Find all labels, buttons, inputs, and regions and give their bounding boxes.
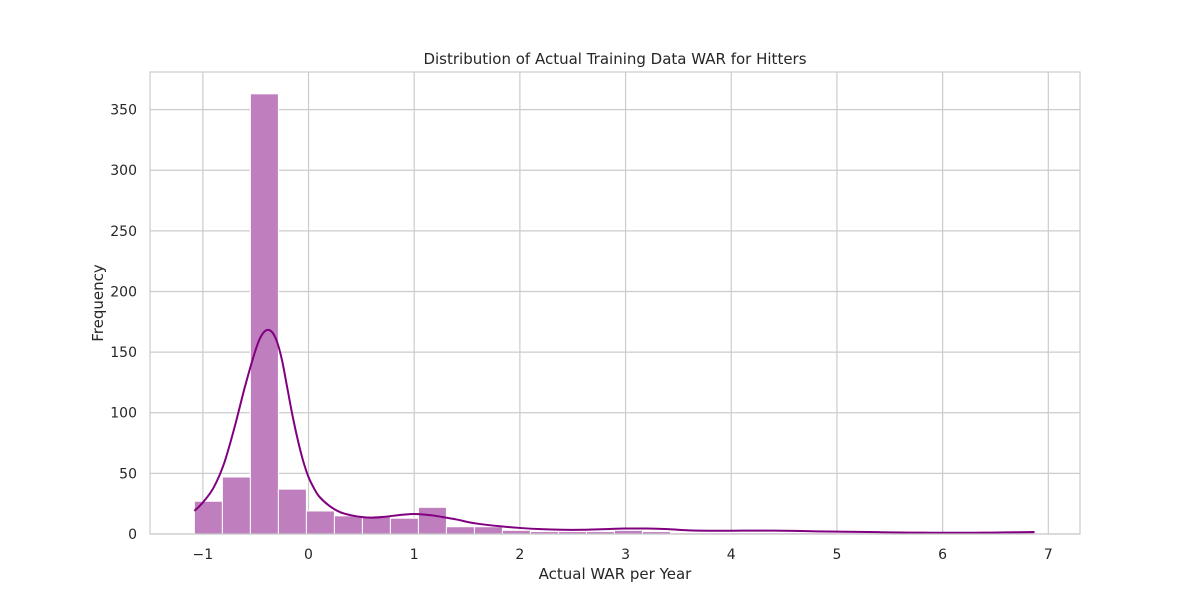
histogram-bar [445,526,475,535]
histogram-bar [361,516,391,535]
plot-frame [149,71,1081,535]
x-tick-label: 2 [515,547,524,563]
y-tick-label: 150 [110,345,137,361]
x-tick-label: 7 [1044,547,1053,563]
histogram-bar [417,506,447,535]
y-tick-label: 50 [119,466,137,482]
x-tick-label: 6 [938,547,947,563]
kde-curve-layer [193,328,1035,534]
y-tick-label: 100 [110,406,137,422]
x-tick-label: 1 [410,547,419,563]
y-tick-label: 200 [110,284,137,300]
x-tick-label: −1 [193,547,214,563]
chart-title: Distribution of Actual Training Data WAR… [423,50,806,68]
x-tick-label: 5 [832,547,841,563]
histogram-bars [193,93,1036,535]
x-tick-label: 4 [727,547,736,563]
kde-curve [193,328,1035,534]
y-tick-label: 250 [110,224,137,240]
y-axis-label: Frequency [89,264,107,342]
histogram-bar [277,488,307,535]
histogram-bar [333,515,363,535]
histogram-bar [473,526,503,535]
y-tick-label: 300 [110,163,137,179]
histogram-bar [221,476,251,535]
histogram-bar [305,510,335,535]
x-tick-label: 3 [621,547,630,563]
x-axis-label: Actual WAR per Year [539,565,692,583]
histogram-bar [249,93,279,535]
x-tick-labels: −1 0 1 2 3 4 5 6 7 [193,547,1053,563]
y-tick-label: 0 [128,527,137,543]
y-tick-labels: 0 50 100 150 200 250 300 350 [110,103,137,543]
histogram-bar [389,517,419,535]
x-tick-label: 0 [304,547,313,563]
y-tick-label: 350 [110,103,137,119]
grid-lines [150,72,1080,535]
